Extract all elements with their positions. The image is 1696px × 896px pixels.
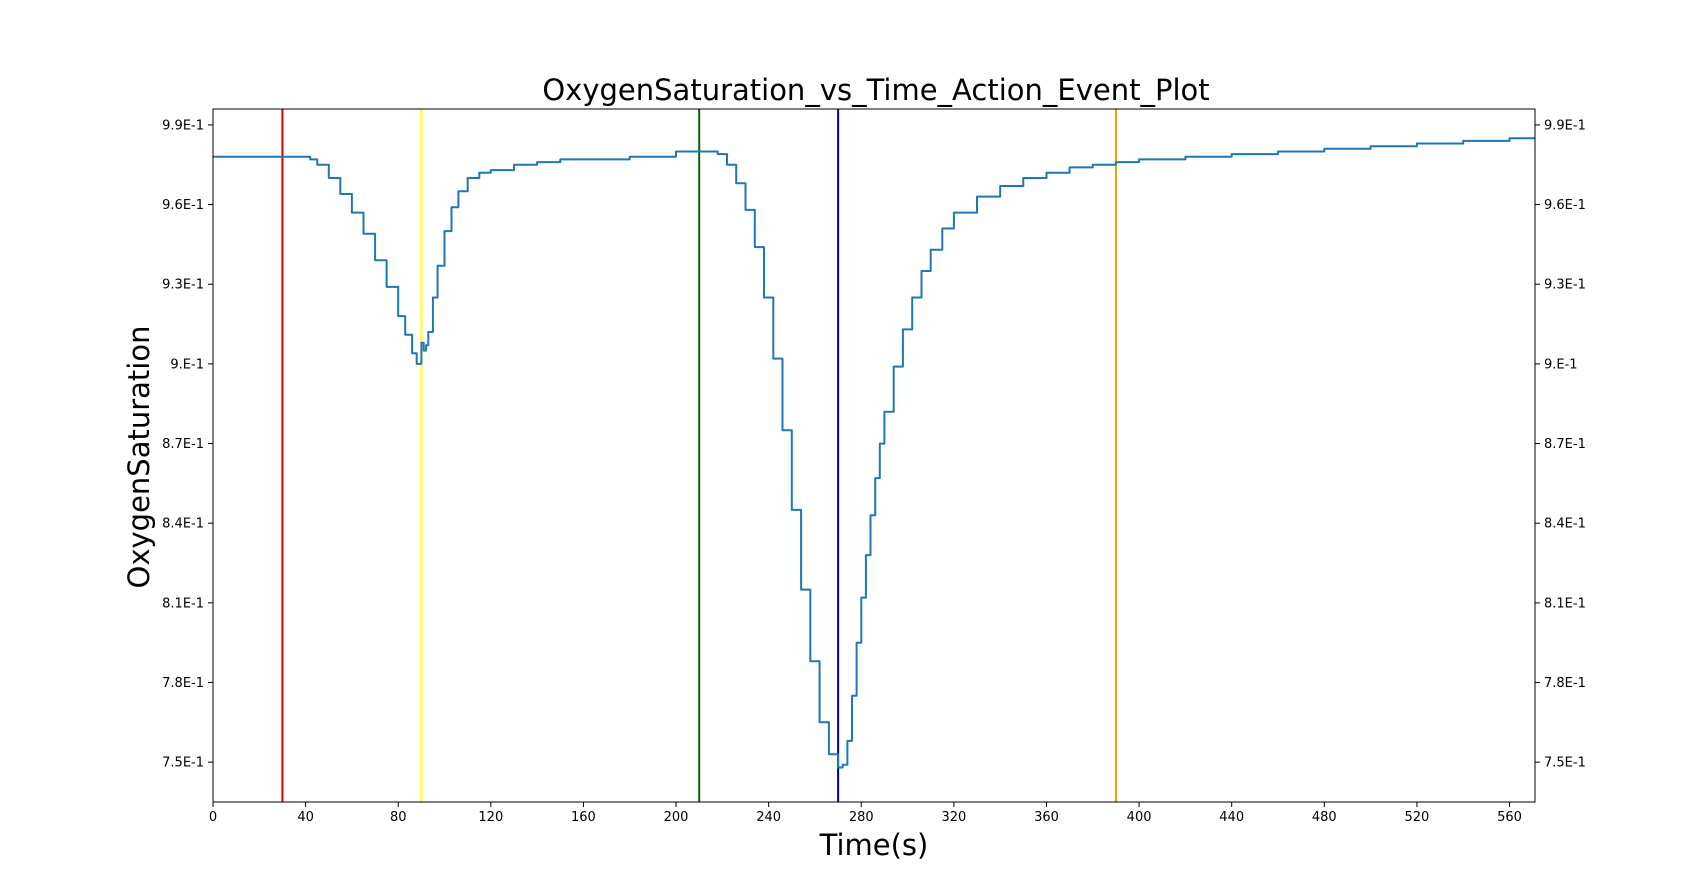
x-tick-label: 200: [664, 810, 689, 825]
x-tick-label: 440: [1219, 810, 1244, 825]
y-tick-label-left: 9.6E-1: [162, 198, 204, 213]
series-line-0: [213, 137, 1535, 769]
y-tick-label-right: 8.1E-1: [1544, 596, 1586, 611]
x-tick-label: 360: [1034, 810, 1059, 825]
y-tick-label-left: 9.E-1: [170, 357, 204, 372]
y-tick-label-right: 9.E-1: [1544, 357, 1578, 372]
plot-area-frame: [212, 108, 1536, 803]
x-tick-label: 400: [1127, 810, 1152, 825]
y-tick-label-left: 8.7E-1: [162, 437, 204, 452]
x-axis-label: Time(s): [819, 828, 929, 862]
x-axis-ticks: 0 40 80 120 160 200 240 280 320 360 400 440 480 520 56…: [209, 802, 1522, 825]
event-lines: [281, 109, 1117, 802]
y-tick-label-left: 8.1E-1: [162, 596, 204, 611]
y-tick-label-right: 9.6E-1: [1544, 198, 1586, 213]
x-tick-label: 240: [756, 810, 781, 825]
y-axis-label: OxygenSaturation: [122, 326, 156, 589]
y-axis-right-ticks: 7.5E-1 7.8E-1 8.1E-1 8.4E-1 8.7E-1 9.E-1 9.3E-…: [1535, 118, 1586, 771]
x-tick-label: 0: [209, 810, 217, 825]
x-tick-label: 120: [478, 810, 503, 825]
y-axis-left-ticks: 7.5E-1 7.8E-1 8.1E-1 8.4E-1 8.7E-1 9.E-1 9.3E-…: [162, 118, 213, 771]
x-tick-label: 160: [571, 810, 596, 825]
y-tick-label-right: 7.5E-1: [1544, 756, 1586, 771]
y-tick-label-left: 9.3E-1: [162, 278, 204, 293]
y-tick-label-right: 9.9E-1: [1544, 118, 1586, 133]
chart-title: OxygenSaturation_vs_Time_Action_Event_Pl…: [542, 73, 1209, 107]
y-tick-label-left: 9.9E-1: [162, 118, 204, 133]
x-tick-label: 280: [849, 810, 874, 825]
y-tick-label-right: 8.4E-1: [1544, 517, 1586, 532]
x-tick-label: 320: [941, 810, 966, 825]
y-tick-label-right: 9.3E-1: [1544, 278, 1586, 293]
series-layer: [213, 137, 1535, 769]
x-tick-label: 80: [390, 810, 407, 825]
y-tick-label-left: 7.8E-1: [162, 676, 204, 691]
y-tick-label-right: 8.7E-1: [1544, 437, 1586, 452]
y-tick-label-right: 7.8E-1: [1544, 676, 1586, 691]
x-tick-label: 520: [1405, 810, 1430, 825]
x-tick-label: 480: [1312, 810, 1337, 825]
y-tick-label-left: 8.4E-1: [162, 517, 204, 532]
x-tick-label: 40: [297, 810, 314, 825]
x-tick-label: 560: [1497, 810, 1522, 825]
y-tick-label-left: 7.5E-1: [162, 756, 204, 771]
